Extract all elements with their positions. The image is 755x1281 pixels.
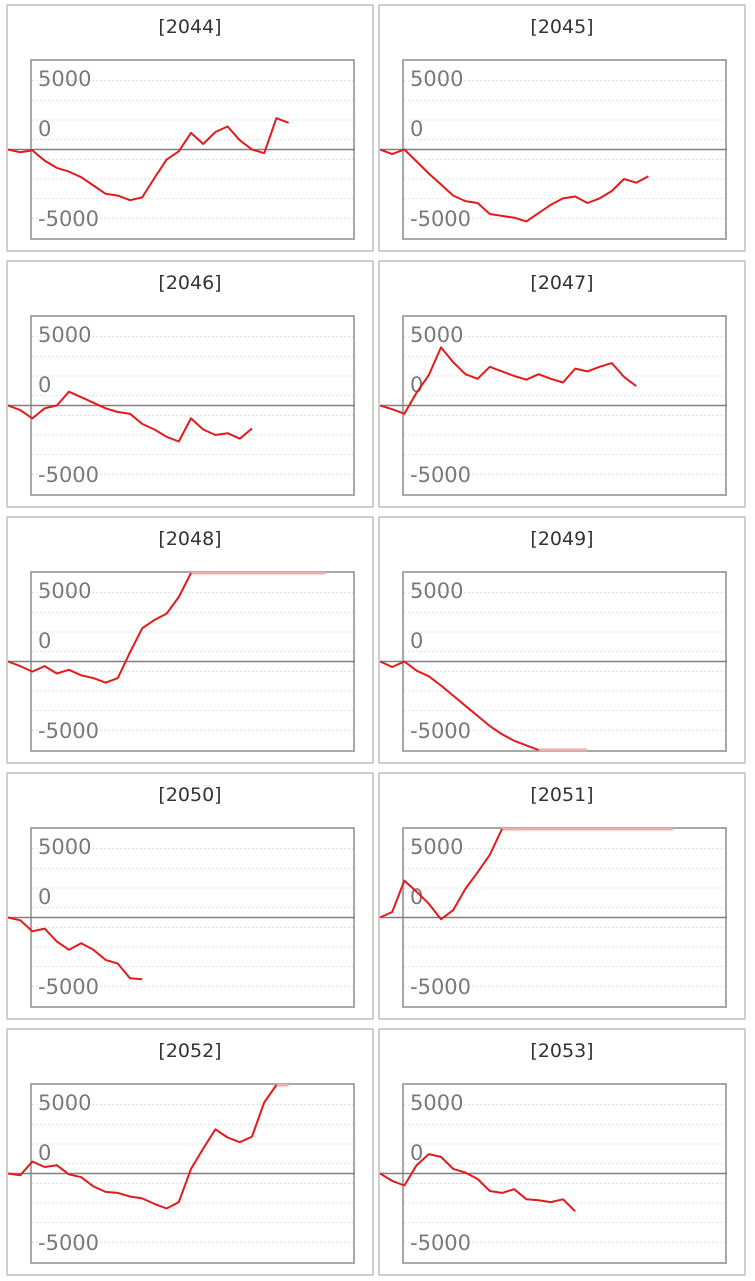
y-tick-label: -5000 — [410, 975, 471, 999]
series-line — [7, 390, 253, 443]
chart-title: [2048] — [158, 528, 222, 550]
y-tick-label: 5000 — [38, 67, 91, 91]
chart-panel: [2051] 5000 0 -5000 — [378, 772, 746, 1020]
y-tick-label: 5000 — [38, 1091, 91, 1115]
chart-plot: 5000 0 -5000 — [379, 1091, 727, 1255]
y-tick-label: -5000 — [410, 463, 471, 487]
y-tick-label: -5000 — [410, 1231, 471, 1255]
series-line — [7, 1084, 278, 1210]
y-tick-label: 0 — [38, 1141, 51, 1165]
y-tick-label: -5000 — [38, 975, 99, 999]
chart-panel: [2046] 5000 0 -5000 — [6, 260, 374, 508]
y-tick-label: 5000 — [38, 323, 91, 347]
y-tick-label: 5000 — [410, 323, 463, 347]
y-tick-label: -5000 — [38, 463, 99, 487]
chart-title: [2046] — [158, 272, 222, 294]
chart-plot: 5000 0 -5000 — [7, 835, 355, 999]
y-tick-label: 0 — [410, 117, 423, 141]
y-tick-label: -5000 — [38, 1231, 99, 1255]
chart-plot: 5000 0 -5000 — [7, 67, 355, 231]
y-tick-label: 0 — [38, 117, 51, 141]
series-line — [379, 828, 503, 921]
y-tick-label: 5000 — [410, 835, 463, 859]
y-tick-label: 0 — [410, 373, 423, 397]
chart-plot: 5000 0 -5000 — [7, 323, 355, 487]
series-line — [379, 148, 649, 223]
chart-plot: 5000 0 -5000 — [379, 323, 727, 487]
chart-panel: [2048] 5000 0 -5000 — [6, 516, 374, 764]
y-tick-label: 5000 — [410, 67, 463, 91]
y-tick-label: 0 — [410, 1141, 423, 1165]
chart-title: [2051] — [530, 784, 594, 806]
y-tick-label: 0 — [38, 629, 51, 653]
chart-plot: 5000 0 -5000 — [379, 579, 727, 752]
y-tick-label: 5000 — [410, 579, 463, 603]
y-tick-label: 5000 — [38, 835, 91, 859]
chart-title: [2044] — [158, 16, 222, 38]
y-tick-label: -5000 — [410, 719, 471, 743]
y-tick-label: -5000 — [410, 207, 471, 231]
y-tick-label: -5000 — [38, 719, 99, 743]
chart-plot: 5000 0 -5000 — [379, 827, 727, 999]
chart-title: [2045] — [530, 16, 594, 38]
series-line — [379, 1153, 576, 1213]
series-line — [7, 117, 289, 202]
y-tick-label: 0 — [38, 373, 51, 397]
chart-panel: [2050] 5000 0 -5000 — [6, 772, 374, 1020]
chart-panel: [2047] 5000 0 -5000 — [378, 260, 746, 508]
series-line — [379, 660, 539, 751]
chart-title: [2053] — [530, 1040, 594, 1062]
y-tick-label: 5000 — [38, 579, 91, 603]
chart-title: [2047] — [530, 272, 594, 294]
chart-title: [2052] — [158, 1040, 222, 1062]
chart-plot: 5000 0 -5000 — [379, 67, 727, 231]
y-tick-label: 0 — [410, 629, 423, 653]
y-tick-label: 0 — [38, 885, 51, 909]
y-tick-label: 5000 — [410, 1091, 463, 1115]
chart-panel: [2053] 5000 0 -5000 — [378, 1028, 746, 1276]
chart-plot: 5000 0 -5000 — [7, 571, 355, 743]
series-line — [7, 572, 192, 684]
chart-panel: [2049] 5000 0 -5000 — [378, 516, 746, 764]
chart-plot: 5000 0 -5000 — [7, 1083, 355, 1255]
chart-title: [2049] — [530, 528, 594, 550]
chart-title: [2050] — [158, 784, 222, 806]
chart-panel: [2052] 5000 0 -5000 — [6, 1028, 374, 1276]
series-line — [7, 916, 143, 981]
chart-panel: [2044] 5000 0 -5000 — [6, 4, 374, 252]
series-line — [379, 346, 637, 415]
y-tick-label: -5000 — [38, 207, 99, 231]
y-tick-label: 0 — [410, 885, 423, 909]
chart-panel: [2045] 5000 0 -5000 — [378, 4, 746, 252]
